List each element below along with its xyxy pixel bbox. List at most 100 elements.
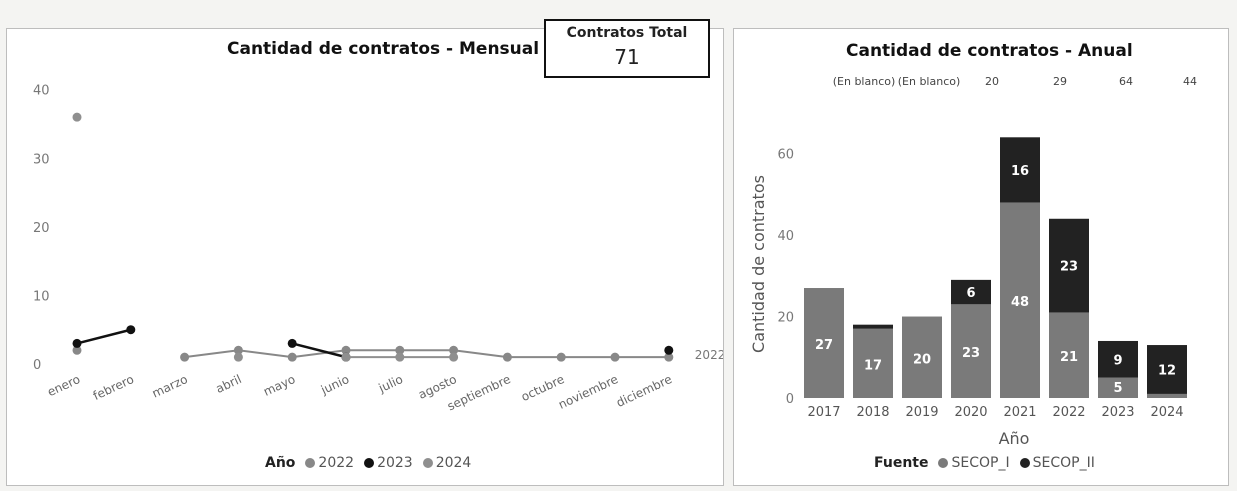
bar-secop-ii: [1000, 137, 1040, 203]
y-axis-title: Cantidad de contratos: [749, 175, 768, 353]
legend-label-2024: 2024: [435, 455, 472, 471]
data-point-2024: [233, 352, 243, 362]
bar-value-label: 20: [913, 352, 931, 367]
bar-secop-ii: [1147, 345, 1187, 394]
x-tick-label: diciembre: [614, 372, 674, 410]
contracts-total-value: 71: [614, 45, 640, 69]
bar-value-label: 12: [1158, 363, 1176, 378]
x-tick-label: 2022: [1052, 405, 1085, 420]
x-tick-label: 2023: [1101, 405, 1134, 420]
bar-secop-i: [1049, 312, 1089, 398]
data-point-2022: [556, 352, 566, 362]
bar-secop-i: [1147, 393, 1187, 398]
legend-dot-secop-i: [938, 458, 949, 468]
x-tick-label: 2019: [905, 405, 938, 420]
legend-dot-2024: [422, 458, 433, 468]
x-tick-label: julio: [376, 372, 405, 396]
y-tick-label: 20: [33, 221, 50, 236]
legend-label-secop-ii: SECOP_II: [1032, 455, 1095, 471]
bar-value-label: 17: [864, 358, 882, 373]
top-summary-label: (En blanco): [898, 75, 961, 88]
bar-value-label: 9: [1113, 353, 1122, 368]
bar-secop-i: [1000, 202, 1040, 398]
bar-secop-ii: [853, 324, 893, 329]
x-tick-label: 2017: [807, 405, 840, 420]
data-point-2022: [502, 352, 512, 362]
monthly-chart-legend: Año 2022 2023 2024: [265, 455, 475, 471]
bar-secop-i: [804, 288, 844, 398]
legend-item-2024[interactable]: 2024: [422, 455, 472, 471]
x-tick-label: febrero: [91, 372, 136, 403]
legend-title-anio: Año: [265, 455, 296, 471]
series-line-2023: [291, 342, 347, 359]
data-point-2022: [180, 352, 190, 362]
x-tick-label: abril: [214, 372, 244, 396]
data-point-2023: [126, 325, 136, 335]
x-tick-label: enero: [45, 372, 82, 399]
legend-label-secop-i: SECOP_I: [951, 455, 1010, 471]
bar-secop-ii: [1049, 218, 1089, 313]
bar-value-label: 16: [1011, 164, 1029, 179]
legend-item-secop-ii[interactable]: SECOP_II: [1019, 455, 1095, 471]
bar-value-label: 5: [1113, 381, 1122, 396]
bar-value-label: 23: [962, 346, 980, 361]
data-point-2023: [664, 345, 674, 355]
x-tick-label: 2020: [954, 405, 987, 420]
legend-item-secop-i[interactable]: SECOP_I: [938, 455, 1010, 471]
bar-value-label: 23: [1060, 260, 1078, 275]
x-tick-label: 2018: [856, 405, 889, 420]
monthly-line-chart: 0 10 20 30 40 enero febrero marzo abril mayo junio…: [33, 84, 723, 414]
legend-label-2022: 2022: [318, 455, 355, 471]
bar-value-label: 48: [1011, 295, 1029, 310]
y-tick-label: 40: [33, 84, 50, 99]
bar-secop-ii: [1098, 340, 1138, 378]
top-summary-label: 64: [1119, 75, 1133, 88]
annual-chart-panel: Cantidad de contratos - Anual Cantidad d…: [733, 28, 1229, 486]
top-summary-label: 20: [985, 75, 999, 88]
top-summary-label: 44: [1183, 75, 1197, 88]
x-tick-label: marzo: [150, 372, 190, 401]
bar-value-label: 6: [966, 286, 975, 301]
bar-value-label: 21: [1060, 350, 1078, 365]
monthly-chart-panel: Cantidad de contratos - Mensual 0 10 20 30 4…: [6, 28, 724, 486]
data-point-2023: [287, 338, 297, 348]
data-point-2022: [610, 352, 620, 362]
y-tick-label: 40: [777, 229, 794, 244]
legend-label-2023: 2023: [377, 455, 413, 471]
bar-secop-i: [1098, 377, 1138, 398]
legend-dot-2022: [305, 458, 316, 468]
legend-dot-2023: [364, 458, 375, 468]
bar-secop-i: [853, 328, 893, 398]
bar-value-label: 27: [815, 338, 833, 353]
contracts-total-label: Contratos Total: [566, 25, 688, 41]
data-point-2024: [395, 352, 405, 362]
data-point-2022: [395, 345, 405, 355]
top-summary-label: (En blanco): [833, 75, 896, 88]
data-point-2022: [233, 345, 243, 355]
data-point-2022: [664, 352, 674, 362]
series-line-2023: [76, 328, 132, 345]
legend-item-2022[interactable]: 2022: [305, 455, 354, 471]
data-point-2024: [449, 352, 459, 362]
data-point-2024: [341, 352, 351, 362]
series-line-2022: [184, 349, 669, 359]
legend-title-fuente: Fuente: [874, 455, 929, 471]
y-tick-label: 0: [786, 392, 794, 407]
legend-item-2023[interactable]: 2023: [364, 455, 413, 471]
top-summary-label: 29: [1053, 75, 1067, 88]
y-tick-label: 0: [33, 358, 41, 373]
contracts-total-card[interactable]: Contratos Total 71: [544, 19, 710, 78]
data-point-2022: [341, 345, 351, 355]
data-point-2022: [72, 345, 82, 355]
y-tick-label: 30: [33, 152, 50, 167]
annual-chart-legend: Fuente SECOP_I SECOP_II: [874, 455, 1099, 471]
annual-chart-title: Cantidad de contratos - Anual: [846, 41, 1133, 61]
y-tick-label: 20: [777, 311, 794, 326]
x-tick-label: 2021: [1003, 405, 1036, 420]
bar-secop-i: [902, 316, 942, 398]
data-point-2022: [287, 352, 297, 362]
data-point-2023: [72, 338, 82, 348]
x-axis-title: Año: [999, 429, 1030, 448]
data-point-2024: [72, 112, 82, 122]
monthly-chart-title: Cantidad de contratos - Mensual: [227, 39, 540, 59]
